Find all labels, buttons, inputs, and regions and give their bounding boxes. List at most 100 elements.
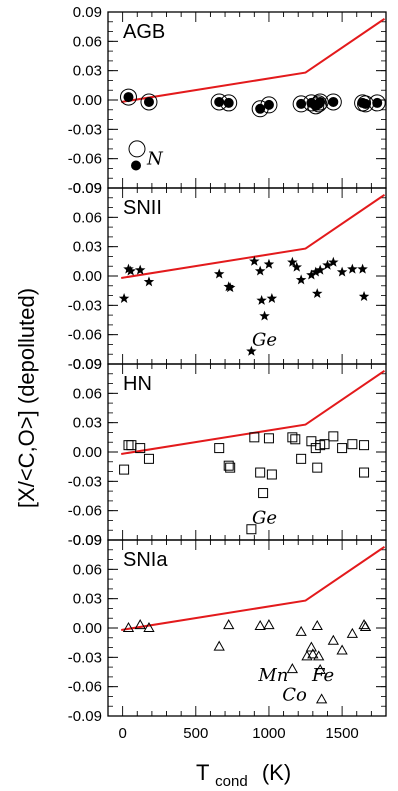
data-point <box>324 93 342 111</box>
x-tick-label: 1500 <box>325 725 358 742</box>
data-point <box>256 294 267 305</box>
data-point <box>295 625 307 636</box>
y-tick-label: -0.03 <box>68 649 102 666</box>
y-tick-label: -0.03 <box>68 121 102 138</box>
data-point <box>249 255 260 266</box>
data-point <box>306 269 317 280</box>
y-tick-label: 0.09 <box>73 532 102 549</box>
y-tick-label: -0.06 <box>68 151 102 168</box>
y-tick-label: 0.00 <box>73 92 102 109</box>
data-point <box>140 93 158 111</box>
y-tick-label: 0.03 <box>73 591 102 608</box>
data-point <box>224 282 236 293</box>
data-point <box>295 274 307 285</box>
data-point <box>307 648 319 659</box>
data-point <box>134 619 146 630</box>
data-point <box>327 634 339 645</box>
panel-label: SNII <box>123 197 162 219</box>
data-point <box>260 96 278 114</box>
element-annotation: N <box>146 149 164 170</box>
data-point <box>359 467 370 478</box>
element-annotation: Mn <box>257 665 288 686</box>
y-tick-label: -0.09 <box>68 180 102 197</box>
data-point <box>310 266 321 277</box>
y-tick-label: 0.03 <box>73 63 102 80</box>
y-tick-label: 0.03 <box>73 415 102 432</box>
y-tick-label: 0.00 <box>73 268 102 285</box>
panel-label: SNIa <box>123 549 168 571</box>
y-tick-label: -0.06 <box>68 503 102 520</box>
data-point <box>314 664 326 675</box>
x-axis-title-unit: (K) <box>262 760 291 785</box>
element-annotation: Ge <box>252 330 277 351</box>
data-point <box>359 621 372 632</box>
data-point <box>122 621 135 632</box>
data-point <box>305 641 318 652</box>
data-point <box>311 93 329 111</box>
legend-filled-circle-marker <box>131 160 141 171</box>
data-point <box>336 266 348 277</box>
element-annotation: Co <box>282 684 307 705</box>
condensation-trend-line <box>121 17 386 103</box>
data-point <box>143 621 155 632</box>
y-axis-title: [X/<C,O>] (depolluted) <box>14 288 39 508</box>
data-point <box>214 443 225 454</box>
data-point <box>123 263 134 274</box>
data-point <box>266 292 278 303</box>
condensation-trend-line <box>121 369 386 455</box>
element-annotation: Fe <box>311 665 334 686</box>
data-point <box>254 620 266 631</box>
x-tick-label: 1000 <box>252 725 285 742</box>
data-point <box>249 432 260 443</box>
data-point <box>143 453 154 464</box>
data-point <box>328 431 339 442</box>
y-tick-label: -0.06 <box>68 679 102 696</box>
data-point <box>291 261 302 272</box>
x-axis-title-sub: cond <box>215 773 248 790</box>
data-point <box>346 627 359 638</box>
data-point <box>337 443 348 454</box>
data-point <box>287 256 298 267</box>
data-point <box>223 460 234 471</box>
data-point <box>359 440 370 451</box>
panel-hn: 0.09 0.06 0.03 0.00 -0.03 -0.06 -0.09 <box>68 356 387 549</box>
y-tick-label: 0.06 <box>73 33 102 50</box>
y-tick-label: 0.03 <box>73 239 102 256</box>
data-point <box>118 292 130 303</box>
data-point <box>286 663 299 674</box>
data-point <box>328 256 339 267</box>
data-point <box>135 443 146 454</box>
data-point <box>119 88 137 106</box>
data-point <box>263 619 275 630</box>
data-point <box>347 439 358 450</box>
data-point <box>336 644 348 655</box>
legend-open-circle-marker <box>128 140 146 158</box>
x-axis-title-main: T <box>196 760 209 785</box>
data-point <box>312 288 323 299</box>
y-tick-label: -0.03 <box>68 297 102 314</box>
data-point <box>254 265 266 276</box>
data-point <box>263 258 275 269</box>
y-tick-label: 0.06 <box>73 385 102 402</box>
data-point <box>258 488 269 499</box>
data-point <box>368 94 386 112</box>
data-point <box>223 619 235 630</box>
data-point <box>322 259 333 270</box>
y-tick-label: -0.09 <box>68 708 102 725</box>
data-point <box>313 650 325 661</box>
panel-agb: 0.09 0.06 0.03 0.00 -0.03 -0.06 -0.09 <box>68 4 387 197</box>
panels-layer: 0.090.060.030.00-0.03-0.06-0.090.090.060… <box>68 4 387 725</box>
y-tick-label: -0.09 <box>68 356 102 373</box>
y-tick-label: 0.09 <box>73 356 102 373</box>
y-tick-label: -0.09 <box>68 532 102 549</box>
data-point <box>123 440 134 451</box>
data-point <box>213 268 225 279</box>
data-point <box>315 693 328 704</box>
data-point <box>220 94 238 112</box>
data-point <box>213 640 225 651</box>
data-point <box>287 432 298 443</box>
data-point <box>134 264 146 275</box>
y-tick-label: 0.06 <box>73 209 102 226</box>
